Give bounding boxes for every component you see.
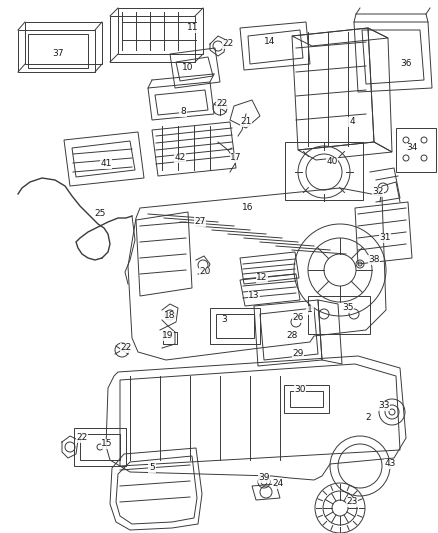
Text: 23: 23: [346, 497, 358, 506]
Text: 40: 40: [326, 157, 338, 166]
Text: 34: 34: [406, 143, 418, 152]
Bar: [163, 332, 177, 344]
Text: 14: 14: [264, 37, 276, 46]
Text: 16: 16: [242, 204, 254, 213]
Bar: [74, 428, 126, 466]
Text: 42: 42: [174, 154, 186, 163]
Text: 15: 15: [101, 440, 113, 448]
Text: 11: 11: [187, 23, 199, 33]
Text: 20: 20: [199, 268, 211, 277]
Text: 29: 29: [292, 350, 304, 359]
Text: 27: 27: [194, 217, 206, 227]
Bar: [308, 296, 370, 334]
Text: 2: 2: [365, 414, 371, 423]
Bar: [284, 385, 329, 413]
Text: 43: 43: [384, 459, 396, 469]
Text: 12: 12: [256, 273, 268, 282]
Bar: [396, 128, 436, 172]
Bar: [285, 142, 363, 200]
Text: 4: 4: [349, 117, 355, 126]
Text: 37: 37: [52, 50, 64, 59]
Text: 22: 22: [76, 433, 88, 442]
Text: 17: 17: [230, 154, 242, 163]
Text: 24: 24: [272, 480, 284, 489]
Text: 31: 31: [379, 233, 391, 243]
Text: 18: 18: [164, 311, 176, 320]
Text: 3: 3: [221, 316, 227, 325]
Text: 19: 19: [162, 332, 174, 341]
Text: 5: 5: [149, 464, 155, 472]
Bar: [216, 314, 254, 338]
Text: 39: 39: [258, 473, 270, 482]
Text: 32: 32: [372, 188, 384, 197]
Bar: [80, 434, 120, 460]
Text: 26: 26: [292, 313, 304, 322]
Text: 41: 41: [100, 159, 112, 168]
Text: 22: 22: [120, 343, 132, 352]
Text: 1: 1: [307, 305, 313, 314]
Text: 38: 38: [368, 255, 380, 264]
Text: 10: 10: [182, 63, 194, 72]
Bar: [210, 308, 260, 344]
Text: 8: 8: [180, 108, 186, 117]
Text: 36: 36: [400, 60, 412, 69]
Text: 30: 30: [294, 385, 306, 394]
Text: 21: 21: [240, 117, 252, 126]
Text: 28: 28: [286, 332, 298, 341]
Text: 13: 13: [248, 292, 260, 301]
Text: 22: 22: [223, 39, 233, 49]
Text: 22: 22: [216, 100, 228, 109]
Text: 35: 35: [342, 303, 354, 312]
Text: 25: 25: [94, 209, 106, 219]
Text: 33: 33: [378, 401, 390, 410]
Bar: [290, 391, 323, 407]
